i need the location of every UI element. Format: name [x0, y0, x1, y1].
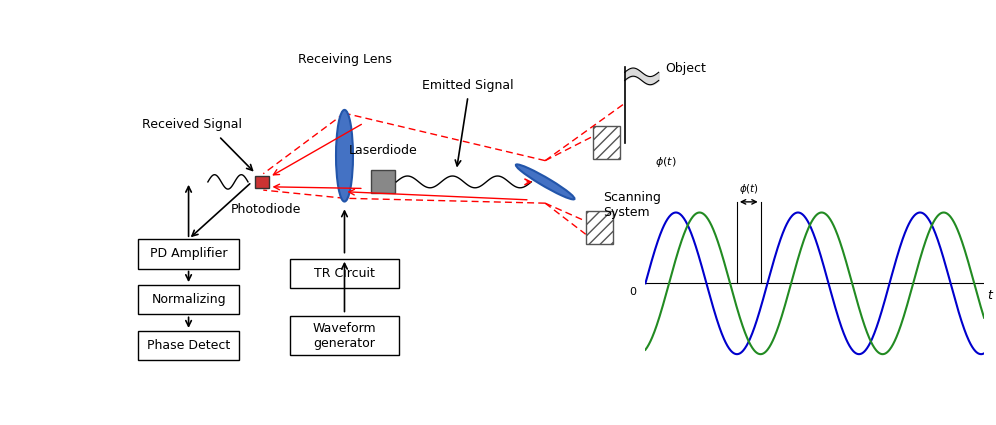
Text: $\phi(t)$: $\phi(t)$ — [739, 182, 759, 196]
FancyBboxPatch shape — [138, 331, 239, 360]
Text: Phase Detect: Phase Detect — [147, 339, 230, 352]
Text: $\phi(t)$: $\phi(t)$ — [654, 155, 676, 169]
FancyBboxPatch shape — [138, 285, 239, 314]
Text: TR Circuit: TR Circuit — [314, 267, 374, 280]
Text: Laserdiode: Laserdiode — [349, 144, 417, 157]
FancyBboxPatch shape — [255, 176, 269, 188]
Text: Photodiode: Photodiode — [230, 203, 301, 216]
FancyBboxPatch shape — [291, 316, 398, 355]
Text: Scanning
System: Scanning System — [604, 191, 661, 219]
Text: Normalizing: Normalizing — [151, 293, 226, 306]
Text: Receiving Lens: Receiving Lens — [298, 53, 391, 66]
FancyBboxPatch shape — [291, 259, 398, 288]
Text: 0: 0 — [628, 287, 636, 297]
FancyBboxPatch shape — [371, 170, 395, 193]
Text: Emitted Signal: Emitted Signal — [422, 79, 514, 92]
Text: $t$: $t$ — [987, 289, 994, 302]
FancyBboxPatch shape — [138, 239, 239, 269]
Text: Waveform
generator: Waveform generator — [313, 322, 376, 350]
Ellipse shape — [516, 164, 575, 199]
Ellipse shape — [336, 110, 353, 201]
Text: PD Amplifier: PD Amplifier — [149, 247, 227, 261]
Text: Received Signal: Received Signal — [142, 118, 242, 131]
Text: Object: Object — [665, 62, 706, 76]
